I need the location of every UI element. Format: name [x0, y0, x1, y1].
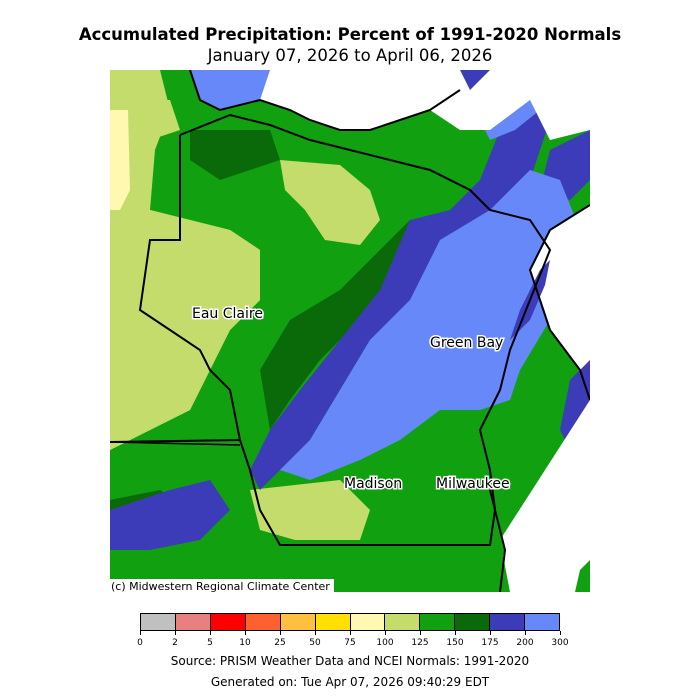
legend-tick: [419, 631, 421, 635]
region-200-300: [280, 170, 580, 480]
legend-tick-label: 0: [137, 638, 143, 648]
iowa-boundary: [110, 441, 241, 446]
city-label: Green Bay: [430, 335, 503, 351]
region-100-125-center-north: [280, 160, 380, 245]
legend-tick: [349, 631, 351, 635]
map-canvas: Eau Claire Green Bay Madison Milwaukee: [110, 70, 590, 592]
legend-swatch: [455, 614, 491, 630]
region-100-125-west: [110, 210, 260, 450]
legend-swatch: [385, 614, 421, 630]
legend-tick: [139, 631, 141, 635]
legend-swatch: [420, 614, 456, 630]
legend-tick-label: 10: [239, 638, 251, 648]
legend-tick: [279, 631, 281, 635]
legend-tick-label: 100: [376, 638, 394, 648]
region-200-300-superior-shore: [190, 70, 270, 110]
legend-tick-label: 5: [207, 638, 213, 648]
legend-swatch: [210, 614, 246, 630]
legend-tick: [454, 631, 456, 635]
city-label: Madison: [344, 476, 402, 492]
legend-tick: [384, 631, 386, 635]
legend-tick-label: 50: [309, 638, 321, 648]
legend-tick-label: 300: [551, 638, 569, 648]
michigan-west-shoreline: [489, 489, 507, 592]
lake-superior-east: [400, 70, 590, 140]
region-125-150-se: [450, 490, 505, 592]
legend-swatch: [280, 614, 316, 630]
legend-swatch: [175, 614, 211, 630]
upper-peninsula-strip: [460, 70, 490, 90]
city-label: Eau Claire: [192, 306, 263, 322]
legend-swatch: [490, 614, 526, 630]
map-subtitle: January 07, 2026 to April 06, 2026: [207, 46, 493, 65]
legend-tick-label: 25: [274, 638, 286, 648]
legend-swatch: [315, 614, 351, 630]
region-100-125-southcentral: [250, 480, 370, 540]
source-note: Source: PRISM Weather Data and NCEI Norm…: [170, 654, 530, 668]
region-75-100-northwest: [110, 110, 130, 210]
michigan-east-shoreline: [528, 204, 590, 401]
superior-shoreline: [189, 70, 461, 131]
legend-tick: [314, 631, 316, 635]
legend-swatch: [350, 614, 386, 630]
legend-tick-label: 2: [172, 638, 178, 648]
precipitation-map: Eau Claire Green Bay Madison Milwaukee: [110, 70, 590, 592]
legend-tick-label: 175: [481, 638, 499, 648]
lake-michigan: [530, 205, 590, 400]
legend-tick-label: 125: [411, 638, 429, 648]
legend-tick-label: 150: [446, 638, 464, 648]
legend-tick-label: 200: [516, 638, 534, 648]
lake-michigan-south: [500, 400, 590, 592]
region-100-125-far-north: [130, 100, 180, 140]
legend-tick: [524, 631, 526, 635]
region-175-200-band: [250, 100, 550, 490]
legend-swatch: [141, 614, 176, 630]
generated-note: Generated on: Tue Apr 07, 2026 09:40:29 …: [210, 675, 490, 689]
legend-ticks: 0 2 5 10 25 50 75 100 125 150 175 200 300: [137, 631, 569, 648]
legend-tick: [489, 631, 491, 635]
legend-swatch: [525, 614, 560, 630]
legend-tick: [209, 631, 211, 635]
legend-swatch: [245, 614, 281, 630]
indiana-corner: [575, 560, 590, 592]
city-label: Milwaukee: [436, 476, 510, 492]
legend-tick: [244, 631, 246, 635]
region-175-200-southwest: [110, 480, 230, 550]
state-boundary-west: [110, 135, 242, 443]
legend-tick-label: 75: [344, 638, 356, 648]
map-title: Accumulated Precipitation: Percent of 19…: [78, 25, 622, 44]
legend-tick: [174, 631, 176, 635]
color-legend: [140, 613, 560, 631]
region-150-175-north: [190, 130, 280, 180]
map-credit: (c) Midwestern Regional Climate Center: [110, 579, 334, 594]
legend-tick: [559, 631, 561, 635]
